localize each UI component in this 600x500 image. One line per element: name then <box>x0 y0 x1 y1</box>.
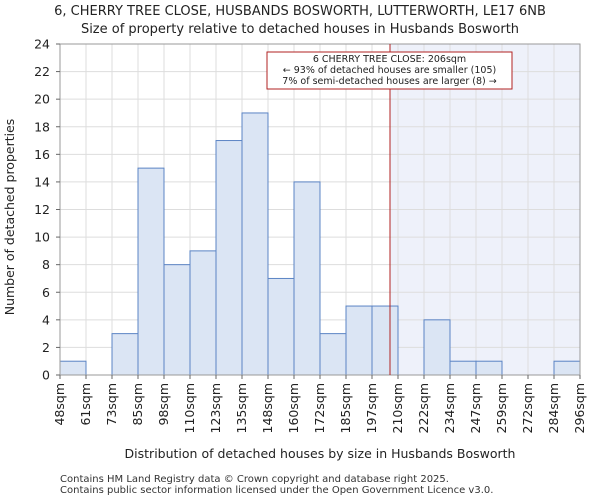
footer-copyright: Contains HM Land Registry data © Crown c… <box>60 474 449 485</box>
y-tick-label: 4 <box>42 312 50 327</box>
histogram-bar <box>189 250 217 376</box>
histogram-bar <box>423 319 451 376</box>
y-tick-label: 20 <box>34 92 50 107</box>
annotation-line: ← 93% of detached houses are smaller (10… <box>283 65 496 76</box>
x-tick-label: 234sqm <box>442 383 457 433</box>
y-tick-label: 10 <box>34 230 50 245</box>
histogram-bar <box>293 181 321 376</box>
y-tick-label: 24 <box>34 37 50 52</box>
histogram-bar <box>241 112 269 376</box>
histogram-bar <box>449 360 477 376</box>
x-tick-label: 259sqm <box>494 383 509 433</box>
x-tick-label: 48sqm <box>52 383 67 426</box>
histogram-bar <box>111 333 139 376</box>
x-tick-label: 135sqm <box>234 383 249 433</box>
x-tick-label: 73sqm <box>104 383 119 426</box>
y-tick-label: 8 <box>42 257 50 272</box>
x-axis-label: Distribution of detached houses by size … <box>125 446 516 461</box>
x-tick-label: 148sqm <box>260 383 275 433</box>
y-tick-label: 6 <box>42 285 50 300</box>
x-tick-label: 123sqm <box>208 383 223 433</box>
histogram-bar <box>345 305 373 376</box>
x-tick-label: 160sqm <box>286 383 301 433</box>
histogram-bar <box>371 305 399 376</box>
chart-title: 6, CHERRY TREE CLOSE, HUSBANDS BOSWORTH,… <box>54 4 546 19</box>
x-tick-label: 296sqm <box>572 383 587 433</box>
x-tick-label: 61sqm <box>78 383 93 426</box>
histogram-bar <box>215 140 243 376</box>
x-tick-label: 185sqm <box>338 383 353 433</box>
x-tick-label: 222sqm <box>416 383 431 433</box>
histogram-bar <box>475 360 503 376</box>
chart-subtitle: Size of property relative to detached ho… <box>80 22 520 37</box>
histogram-bar <box>553 360 581 376</box>
histogram-bar <box>319 333 347 376</box>
y-tick-label: 0 <box>42 368 50 383</box>
x-tick-label: 272sqm <box>520 383 535 433</box>
annotation-line: 7% of semi-detached houses are larger (8… <box>282 76 496 87</box>
x-tick-label: 197sqm <box>364 383 379 433</box>
x-tick-label: 172sqm <box>312 383 327 433</box>
y-tick-label: 12 <box>34 202 50 217</box>
y-tick-label: 22 <box>34 64 50 79</box>
x-tick-label: 284sqm <box>546 383 561 433</box>
y-axis-label: Number of detached properties <box>2 119 17 316</box>
footer-licence: Contains public sector information licen… <box>60 485 494 496</box>
x-tick-label: 247sqm <box>468 383 483 433</box>
histogram-bar <box>137 167 165 376</box>
annotation-line: 6 CHERRY TREE CLOSE: 206sqm <box>313 54 466 65</box>
histogram-bar <box>163 264 191 376</box>
y-tick-label: 14 <box>34 174 50 189</box>
y-tick-label: 2 <box>42 340 50 355</box>
x-tick-label: 110sqm <box>182 383 197 433</box>
x-tick-label: 98sqm <box>156 383 171 426</box>
histogram-bar <box>59 360 87 376</box>
annotation-box <box>266 51 513 90</box>
x-tick-label: 210sqm <box>390 383 405 433</box>
y-tick-label: 18 <box>34 119 50 134</box>
y-tick-label: 16 <box>34 147 50 162</box>
x-tick-label: 85sqm <box>130 383 145 426</box>
histogram-bar <box>267 277 295 376</box>
